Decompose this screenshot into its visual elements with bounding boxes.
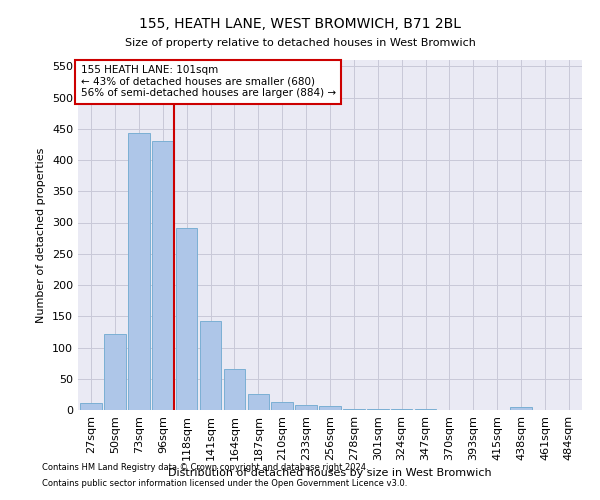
Bar [200,322,221,410]
Bar [176,228,197,410]
Text: Size of property relative to detached houses in West Bromwich: Size of property relative to detached ho… [125,38,475,48]
Bar [128,133,149,410]
X-axis label: Distribution of detached houses by size in West Bromwich: Distribution of detached houses by size … [168,468,492,478]
Bar [152,142,173,410]
Text: 155, HEATH LANE, WEST BROMWICH, B71 2BL: 155, HEATH LANE, WEST BROMWICH, B71 2BL [139,18,461,32]
Bar [295,405,317,410]
Bar [224,370,245,410]
Bar [511,407,532,410]
Bar [319,406,341,410]
Y-axis label: Number of detached properties: Number of detached properties [37,148,46,322]
Text: Contains public sector information licensed under the Open Government Licence v3: Contains public sector information licen… [42,478,407,488]
Bar [271,402,293,410]
Text: 155 HEATH LANE: 101sqm
← 43% of detached houses are smaller (680)
56% of semi-de: 155 HEATH LANE: 101sqm ← 43% of detached… [80,66,335,98]
Bar [343,409,365,410]
Bar [248,394,269,410]
Text: Contains HM Land Registry data © Crown copyright and database right 2024.: Contains HM Land Registry data © Crown c… [42,464,368,472]
Bar [80,403,102,410]
Bar [104,334,126,410]
